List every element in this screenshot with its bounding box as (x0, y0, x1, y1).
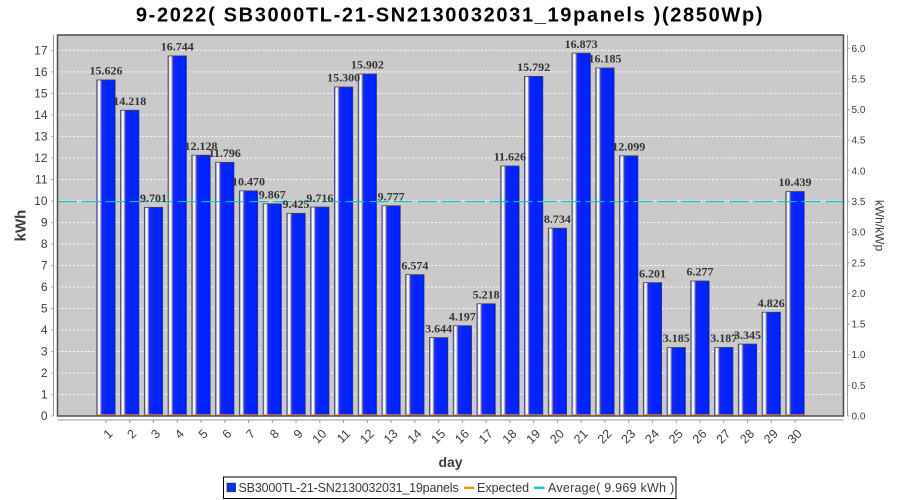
svg-text:6.574: 6.574 (401, 258, 428, 272)
svg-text:12.128: 12.128 (185, 139, 218, 153)
svg-text:9.716: 9.716 (306, 191, 333, 205)
svg-text:3.0: 3.0 (852, 228, 866, 239)
svg-text:1: 1 (41, 387, 48, 401)
svg-text:8: 8 (41, 237, 48, 251)
svg-text:9.701: 9.701 (140, 191, 167, 205)
svg-text:5.0: 5.0 (852, 105, 866, 116)
svg-text:4.826: 4.826 (758, 296, 785, 310)
svg-text:3.187: 3.187 (710, 331, 737, 345)
svg-text:10.470: 10.470 (232, 175, 265, 189)
svg-text:9: 9 (41, 215, 48, 229)
svg-text:16.185: 16.185 (588, 52, 621, 66)
svg-text:Expected: Expected (477, 481, 529, 495)
svg-text:10.439: 10.439 (779, 175, 812, 189)
svg-text:0.0: 0.0 (852, 412, 866, 423)
svg-text:11: 11 (35, 172, 48, 186)
svg-text:1.5: 1.5 (852, 320, 866, 331)
svg-text:5.5: 5.5 (852, 74, 866, 85)
svg-text:6.201: 6.201 (639, 266, 666, 280)
svg-text:5.218: 5.218 (473, 287, 500, 301)
svg-text:16: 16 (34, 65, 48, 79)
svg-text:9-2022( SB3000TL-21-SN21300320: 9-2022( SB3000TL-21-SN2130032031_19panel… (136, 5, 764, 27)
svg-text:17: 17 (34, 43, 48, 57)
svg-text:15.902: 15.902 (351, 58, 384, 72)
svg-text:11.626: 11.626 (494, 150, 526, 164)
svg-text:SB3000TL-21-SN2130032031_19pan: SB3000TL-21-SN2130032031_19panels (239, 481, 459, 495)
svg-text:5: 5 (41, 301, 48, 315)
svg-text:16.873: 16.873 (565, 37, 598, 51)
svg-text:kWh/kWp: kWh/kWp (873, 200, 887, 252)
svg-text:8.734: 8.734 (544, 212, 571, 226)
svg-text:4.197: 4.197 (449, 309, 476, 323)
svg-text:3.644: 3.644 (425, 321, 452, 335)
svg-text:9.425: 9.425 (283, 197, 310, 211)
svg-text:3: 3 (41, 344, 48, 358)
svg-text:Average( 9.969 kWh ): Average( 9.969 kWh ) (548, 481, 674, 495)
svg-text:0: 0 (41, 409, 48, 423)
svg-text:2.5: 2.5 (852, 258, 866, 269)
svg-text:11.796: 11.796 (209, 146, 241, 160)
svg-text:2: 2 (41, 366, 48, 380)
svg-text:14: 14 (34, 108, 48, 122)
svg-text:kWh: kWh (13, 210, 30, 242)
svg-text:0.5: 0.5 (852, 381, 866, 392)
svg-text:6.277: 6.277 (686, 265, 713, 279)
svg-text:10: 10 (34, 194, 48, 208)
svg-text:1.0: 1.0 (852, 350, 866, 361)
svg-text:6: 6 (41, 280, 48, 294)
svg-text:3.5: 3.5 (852, 197, 866, 208)
svg-text:15.626: 15.626 (89, 64, 122, 78)
svg-text:12.099: 12.099 (612, 140, 645, 154)
svg-text:13: 13 (34, 129, 48, 143)
svg-text:4: 4 (41, 323, 48, 337)
svg-text:4.5: 4.5 (852, 136, 866, 147)
svg-text:15: 15 (34, 86, 48, 100)
svg-text:9.867: 9.867 (259, 188, 286, 202)
svg-text:3.185: 3.185 (663, 331, 690, 345)
svg-text:12: 12 (34, 151, 48, 165)
svg-text:day: day (438, 454, 462, 470)
svg-text:15.300: 15.300 (327, 71, 360, 85)
svg-text:14.218: 14.218 (113, 94, 146, 108)
svg-text:7: 7 (41, 258, 48, 272)
svg-text:4.0: 4.0 (852, 166, 866, 177)
svg-text:16.744: 16.744 (161, 40, 194, 54)
svg-text:6.0: 6.0 (852, 44, 866, 55)
svg-text:9.777: 9.777 (378, 189, 405, 203)
svg-text:15.792: 15.792 (517, 60, 550, 74)
svg-text:3.345: 3.345 (734, 328, 761, 342)
svg-text:2.0: 2.0 (852, 289, 866, 300)
